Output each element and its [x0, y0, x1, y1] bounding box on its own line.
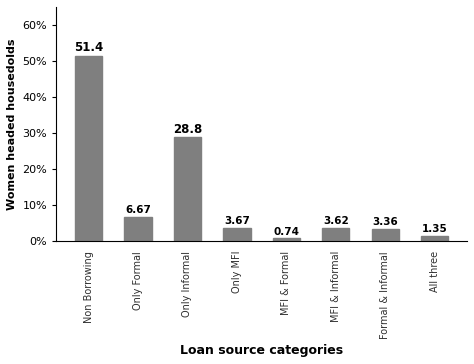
Bar	[75, 56, 102, 241]
Bar	[322, 228, 349, 241]
Text: 1.35: 1.35	[422, 225, 447, 234]
Text: 3.36: 3.36	[373, 217, 398, 227]
Text: 3.67: 3.67	[224, 216, 250, 226]
Bar	[174, 137, 201, 241]
Text: 3.62: 3.62	[323, 216, 349, 226]
Text: 6.67: 6.67	[125, 205, 151, 215]
Bar	[124, 217, 152, 241]
Bar	[223, 228, 251, 241]
Text: 28.8: 28.8	[173, 123, 202, 135]
Bar	[273, 238, 300, 241]
Bar	[372, 229, 399, 241]
Text: 0.74: 0.74	[273, 227, 300, 237]
Y-axis label: Women headed housedolds: Women headed housedolds	[7, 38, 17, 210]
Text: 51.4: 51.4	[74, 41, 103, 54]
Bar	[421, 236, 448, 241]
X-axis label: Loan source categories: Loan source categories	[180, 344, 343, 357]
